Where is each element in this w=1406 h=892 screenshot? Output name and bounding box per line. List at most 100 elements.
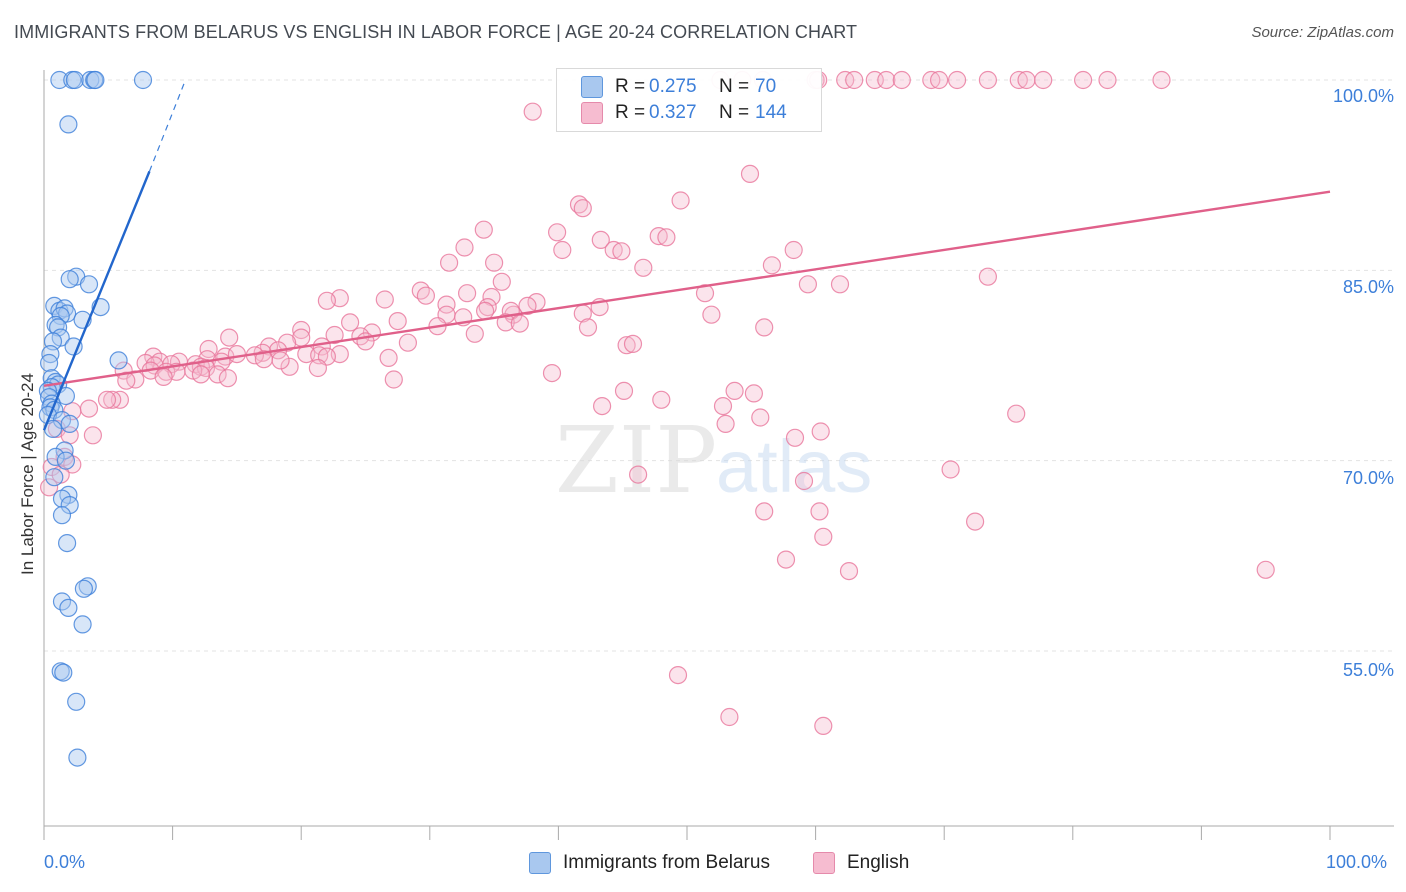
- legend-n-value: 70: [755, 76, 777, 97]
- point-english: [97, 390, 117, 409]
- point-belarus: [60, 270, 79, 289]
- point-belarus: [57, 533, 77, 553]
- point-english: [592, 397, 612, 416]
- point-belarus: [59, 598, 78, 618]
- point-belarus: [50, 70, 69, 90]
- point-english: [657, 228, 676, 247]
- point-english: [623, 334, 643, 353]
- point-english: [416, 286, 435, 305]
- legend-row-english: R = 0.327 N = 144: [581, 100, 787, 126]
- point-english: [978, 267, 998, 286]
- legend-swatch-pink: [581, 102, 603, 124]
- point-english: [437, 295, 456, 314]
- point-english: [1073, 70, 1093, 90]
- point-english: [440, 253, 459, 272]
- point-english: [785, 428, 805, 447]
- point-belarus: [65, 70, 85, 90]
- point-belarus: [59, 115, 78, 134]
- legend-swatch-blue: [529, 852, 551, 874]
- point-english: [1007, 404, 1026, 423]
- point-belarus: [45, 468, 64, 487]
- legend-item-english[interactable]: English: [813, 852, 909, 874]
- point-english: [810, 502, 829, 521]
- y-tick-label: 55.0%: [1342, 660, 1394, 680]
- point-english: [1152, 70, 1171, 90]
- point-belarus: [74, 579, 94, 598]
- point-belarus: [39, 353, 59, 373]
- point-english: [614, 381, 634, 400]
- point-english: [941, 460, 960, 479]
- watermark-atlas: atlas: [716, 425, 872, 508]
- legend-item-belarus[interactable]: Immigrants from Belarus: [529, 852, 770, 874]
- point-english: [839, 561, 859, 581]
- point-english: [755, 318, 774, 337]
- point-belarus: [67, 692, 86, 711]
- point-english: [271, 351, 290, 370]
- trend-line-english: [43, 190, 1331, 387]
- watermark: ZIP atlas: [555, 407, 872, 514]
- point-english: [341, 313, 360, 332]
- legend-n-label: N =: [719, 76, 750, 97]
- point-english: [154, 367, 173, 386]
- point-english: [398, 333, 417, 352]
- point-english: [713, 397, 733, 416]
- point-english: [518, 296, 537, 315]
- point-english: [811, 422, 830, 441]
- point-belarus: [60, 496, 79, 515]
- chart-title: IMMIGRANTS FROM BELARUS VS ENGLISH IN LA…: [14, 22, 858, 42]
- point-english: [762, 256, 782, 275]
- x-tick-label-max: 100.0%: [1326, 852, 1388, 872]
- point-english: [547, 223, 567, 242]
- point-english: [604, 240, 623, 260]
- point-english: [1009, 70, 1028, 90]
- point-english: [612, 242, 631, 261]
- point-english: [455, 238, 474, 257]
- point-english: [220, 328, 239, 347]
- legend-swatch-pink: [813, 852, 835, 874]
- point-english: [325, 325, 344, 345]
- point-english: [702, 305, 721, 324]
- point-english: [384, 370, 403, 389]
- point-english: [458, 284, 477, 303]
- point-english: [591, 230, 610, 249]
- point-belarus: [51, 306, 70, 326]
- point-belarus: [54, 663, 73, 682]
- trend-line-belarus: [42, 170, 151, 431]
- point-english: [1017, 70, 1036, 90]
- point-belarus: [46, 447, 65, 466]
- point-english: [578, 318, 598, 337]
- point-english: [830, 275, 850, 294]
- point-english: [317, 291, 336, 310]
- legend-label-english: English: [847, 852, 910, 873]
- point-english: [1034, 70, 1053, 90]
- point-english: [755, 502, 774, 521]
- y-tick-label: 85.0%: [1342, 277, 1394, 297]
- point-english: [892, 70, 911, 90]
- point-english: [411, 281, 430, 300]
- point-english: [542, 364, 562, 383]
- point-english: [388, 312, 407, 331]
- point-english: [668, 665, 688, 685]
- point-english: [634, 258, 653, 277]
- point-english: [814, 527, 833, 546]
- y-tick-label: 70.0%: [1342, 468, 1394, 488]
- point-english: [1256, 560, 1275, 579]
- point-english: [784, 240, 803, 260]
- legend-r-label: R =: [615, 102, 646, 123]
- point-english: [465, 324, 484, 343]
- point-belarus: [56, 451, 76, 470]
- point-english: [1098, 70, 1117, 90]
- point-english: [476, 301, 495, 320]
- point-english: [845, 70, 864, 90]
- point-english: [218, 369, 237, 388]
- point-english: [208, 365, 227, 384]
- point-english: [947, 70, 967, 90]
- point-english: [776, 550, 796, 569]
- point-english: [720, 707, 739, 727]
- point-english: [485, 253, 504, 272]
- point-english: [375, 290, 394, 309]
- point-english: [617, 336, 636, 355]
- source-label: Source: ZipAtlas.com: [1251, 24, 1394, 41]
- point-belarus: [60, 414, 79, 433]
